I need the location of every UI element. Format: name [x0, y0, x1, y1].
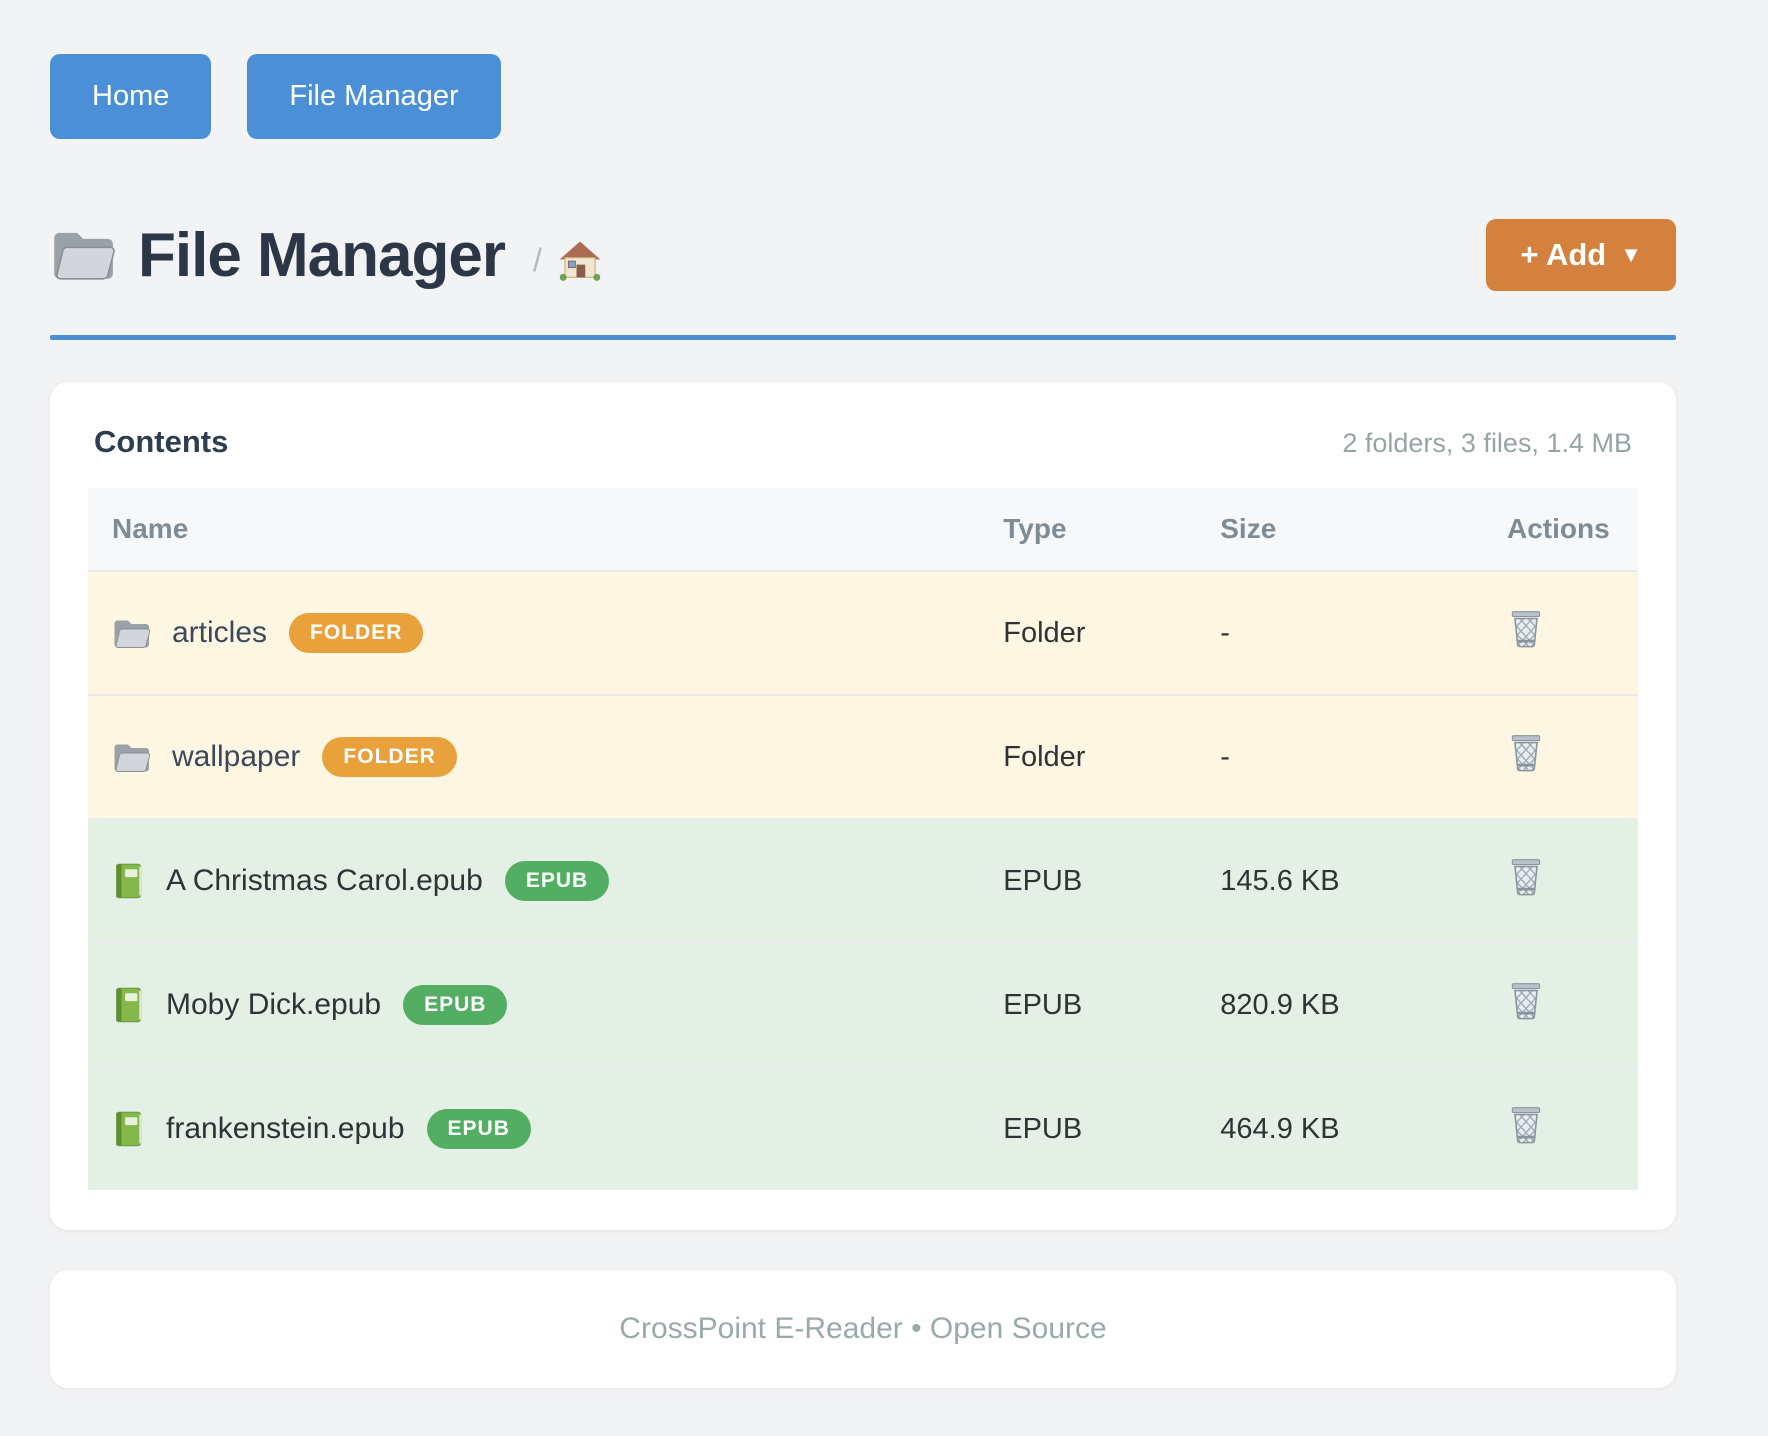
row-type: Folder: [1003, 740, 1086, 773]
caret-down-icon: ▼: [1620, 242, 1642, 267]
trash-icon: [1507, 1104, 1545, 1146]
row-size: -: [1220, 740, 1230, 773]
row-type: EPUB: [1003, 1112, 1083, 1145]
header-divider: [50, 335, 1676, 340]
row-name-label[interactable]: A Christmas Carol.epub: [166, 864, 483, 897]
row-name-cell: wallpaper FOLDER: [112, 737, 979, 777]
page-title: File Manager: [138, 220, 506, 290]
row-type: EPUB: [1003, 864, 1083, 897]
row-badge: EPUB: [426, 1109, 531, 1149]
house-icon[interactable]: [558, 239, 602, 281]
trash-icon: [1507, 980, 1545, 1022]
column-header-name: Name: [88, 488, 980, 571]
row-name-label[interactable]: wallpaper: [172, 740, 301, 773]
contents-summary: 2 folders, 3 files, 1.4 MB: [1342, 428, 1632, 458]
table-row: A Christmas Carol.epub EPUB EPUB 145.6 K…: [88, 819, 1638, 943]
add-button-label: + Add: [1520, 237, 1607, 272]
page-header: File Manager / + Add ▼: [50, 219, 1676, 291]
home-button[interactable]: Home: [50, 54, 212, 139]
row-type: Folder: [1003, 616, 1086, 649]
row-size: 145.6 KB: [1220, 864, 1340, 897]
footer-text: CrossPoint E-Reader • Open Source: [619, 1312, 1107, 1345]
table-row: wallpaper FOLDER Folder -: [88, 695, 1638, 819]
column-header-actions: Actions: [1483, 488, 1638, 571]
file-manager-button[interactable]: File Manager: [247, 54, 501, 139]
trash-icon: [1507, 608, 1545, 650]
column-header-type: Type: [979, 488, 1197, 571]
delete-button[interactable]: [1507, 608, 1545, 650]
delete-button[interactable]: [1507, 980, 1545, 1022]
row-size: 464.9 KB: [1220, 1112, 1340, 1145]
contents-heading: Contents: [94, 424, 229, 459]
table-header-row: Name Type Size Actions: [88, 488, 1638, 571]
row-name-cell: A Christmas Carol.epub EPUB: [112, 861, 979, 901]
folder-icon: [50, 226, 118, 284]
row-name-cell: articles FOLDER: [112, 613, 979, 653]
row-name-label[interactable]: frankenstein.epub: [166, 1112, 405, 1145]
contents-table: Name Type Size Actions articles FOLDER F…: [88, 488, 1638, 1190]
delete-button[interactable]: [1507, 1104, 1545, 1146]
green-book-icon: [112, 862, 146, 900]
breadcrumb-separator: /: [533, 241, 542, 278]
green-book-icon: [112, 986, 146, 1024]
contents-card: Contents 2 folders, 3 files, 1.4 MB Name…: [50, 382, 1676, 1230]
table-row: frankenstein.epub EPUB EPUB 464.9 KB: [88, 1067, 1638, 1190]
row-name-label[interactable]: articles: [172, 616, 268, 649]
title-group: File Manager /: [50, 220, 602, 291]
trash-icon: [1507, 856, 1545, 898]
row-size: -: [1220, 616, 1230, 649]
row-name-cell: Moby Dick.epub EPUB: [112, 985, 979, 1025]
top-nav: Home File Manager: [50, 54, 1676, 139]
row-badge: EPUB: [504, 861, 610, 901]
table-row: articles FOLDER Folder -: [88, 571, 1638, 695]
row-badge: EPUB: [403, 985, 508, 1025]
table-row: Moby Dick.epub EPUB EPUB 820.9 KB: [88, 943, 1638, 1067]
row-type: EPUB: [1003, 988, 1083, 1021]
delete-button[interactable]: [1507, 732, 1545, 774]
row-badge: FOLDER: [289, 613, 424, 653]
green-book-icon: [112, 1110, 146, 1148]
contents-card-header: Contents 2 folders, 3 files, 1.4 MB: [88, 424, 1638, 460]
footer: CrossPoint E-Reader • Open Source: [50, 1270, 1676, 1388]
delete-button[interactable]: [1507, 856, 1545, 898]
row-name-cell: frankenstein.epub EPUB: [112, 1109, 979, 1149]
contents-table-body: articles FOLDER Folder - wallpaper FOLDE…: [88, 571, 1638, 1190]
row-badge: FOLDER: [322, 737, 457, 777]
row-name-label[interactable]: Moby Dick.epub: [166, 988, 382, 1021]
folder-icon: [112, 616, 152, 651]
trash-icon: [1507, 732, 1545, 774]
row-size: 820.9 KB: [1220, 988, 1340, 1021]
folder-icon: [112, 740, 152, 775]
column-header-size: Size: [1196, 488, 1483, 571]
add-button[interactable]: + Add ▼: [1486, 219, 1676, 291]
